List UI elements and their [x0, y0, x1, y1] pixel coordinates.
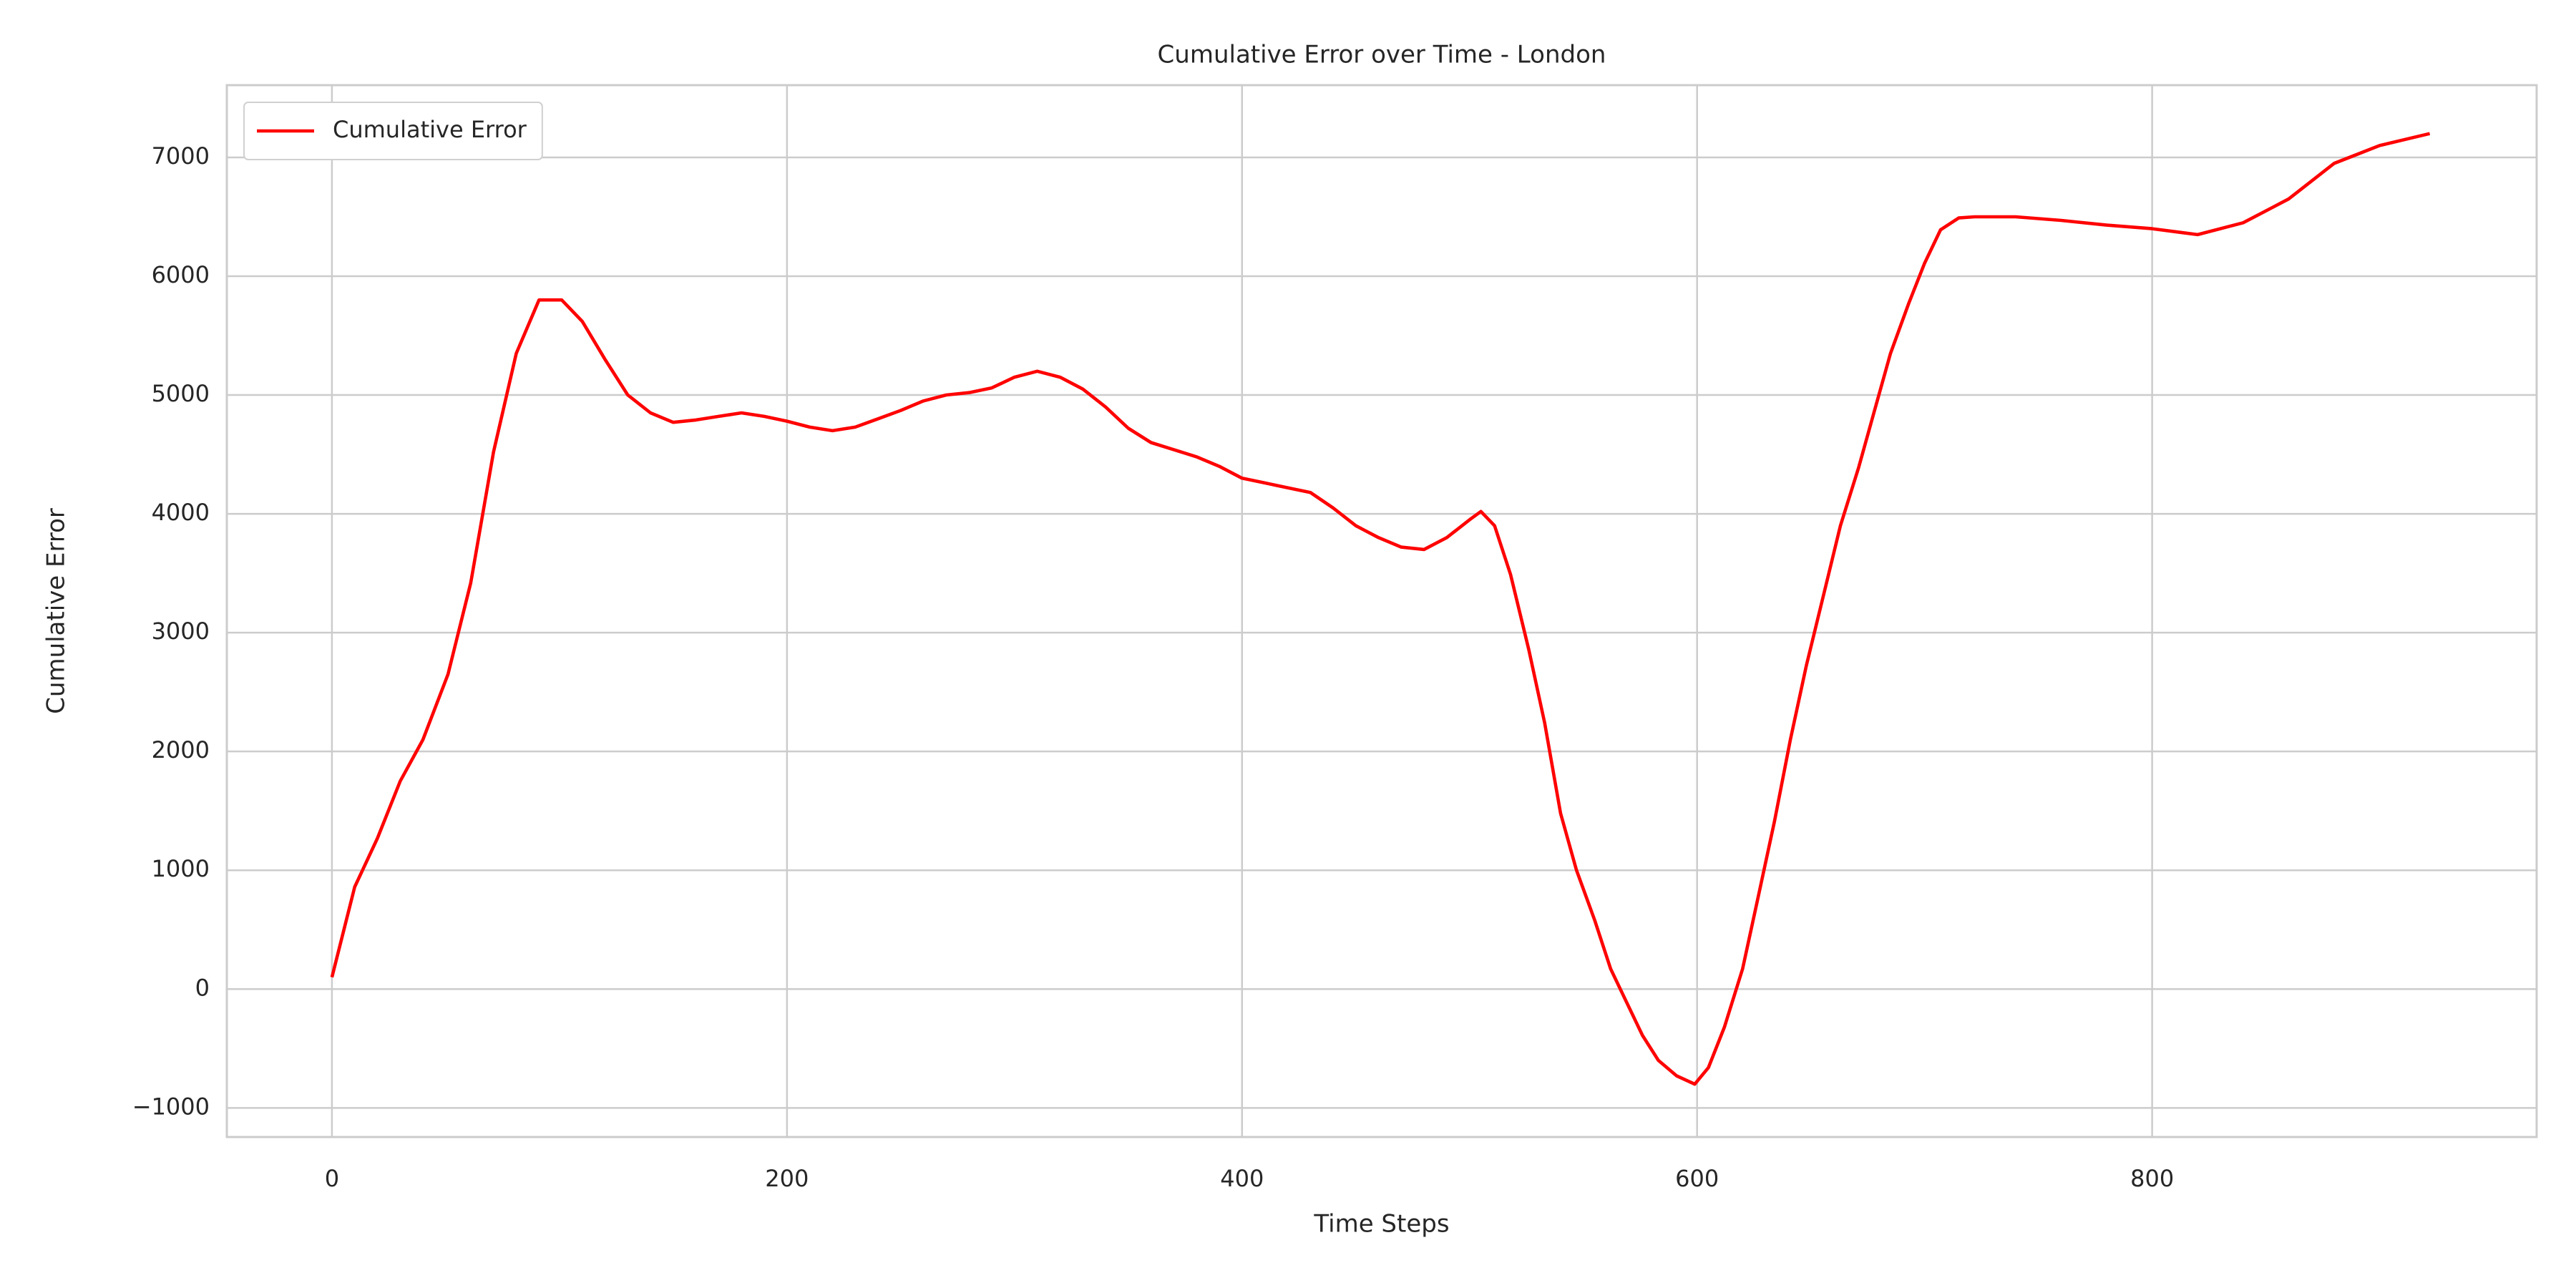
chart-title: Cumulative Error over Time - London [1158, 41, 1606, 69]
x-tick-label: 600 [1675, 1165, 1719, 1192]
y-tick-label: 0 [195, 974, 210, 1001]
legend-box [243, 102, 543, 160]
plot-frame [225, 84, 2538, 1138]
y-tick-label: 2000 [152, 736, 210, 763]
y-tick-label: −1000 [132, 1093, 210, 1120]
y-tick-label: 7000 [152, 142, 210, 170]
y-tick-label: 5000 [152, 380, 210, 407]
y-tick-label: 3000 [152, 618, 210, 645]
x-tick-label: 400 [1220, 1165, 1264, 1192]
y-tick-label: 1000 [152, 855, 210, 882]
x-axis-label: Time Steps [1313, 1210, 1449, 1239]
y-tick-label: 6000 [152, 261, 210, 288]
x-tick-label: 0 [325, 1165, 339, 1192]
legend-label: Cumulative Error [333, 116, 527, 143]
y-axis-label: Cumulative Error [42, 508, 71, 714]
data-line [330, 132, 2431, 1086]
x-tick-label: 200 [765, 1165, 809, 1192]
x-tick-label: 800 [2130, 1165, 2174, 1192]
y-tick-label: 4000 [152, 499, 210, 526]
